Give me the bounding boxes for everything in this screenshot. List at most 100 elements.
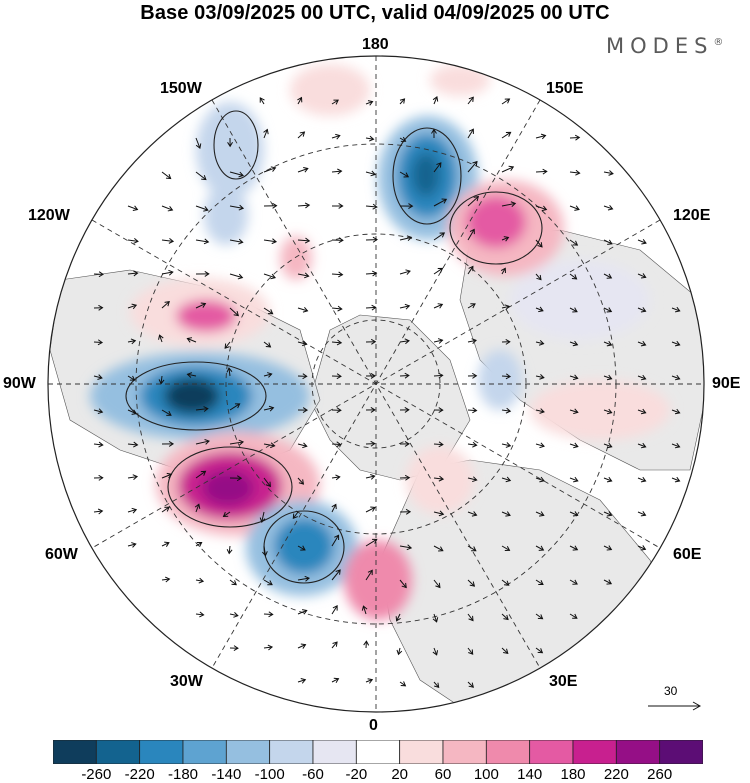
wind-vector-head [167,205,174,212]
lon-label-0: 0 [369,717,378,734]
wind-vector-head [132,205,139,211]
wind-vector-head [226,367,233,373]
wind-vector-head [302,307,309,313]
wind-vector [195,613,204,616]
colorbar-swatch [182,740,227,764]
wind-vector-head [505,442,512,448]
wind-vector [228,367,231,377]
colorbar-swatch [659,740,703,764]
wind-vector-head [572,307,578,313]
wind-vector [223,511,231,517]
wind-vector [331,641,338,649]
wind-vector [603,205,613,210]
wind-vector-head [332,605,338,611]
wind-vector [365,538,378,547]
wind-vector [535,545,544,551]
wind-vector [229,205,244,209]
wind-vector-head [270,442,276,449]
wind-vector-head [674,476,681,483]
wind-vector [433,477,444,480]
wind-vector [331,99,339,105]
wind-vector-head [470,303,476,309]
wind-vector [501,236,509,241]
wind-vector-head [399,98,406,104]
colorbar-tick-label: 60 [434,766,452,783]
wind-vector-head [674,306,681,313]
wind-vector [263,167,276,173]
wind-vector-head [304,202,311,209]
wind-vector-head [537,242,543,248]
wind-vector-head [97,339,104,346]
colorbar-tick-label: -140 [211,766,242,783]
wind-vector-head [224,343,230,349]
wind-vector [501,545,510,551]
wind-vector [365,306,376,309]
wind-vector-head [606,340,613,347]
wind-vector [331,307,342,310]
wind-vector-head [304,575,310,582]
wind-vector [637,341,646,346]
north-pacific-high-2 [430,64,490,96]
wind-vector [263,307,273,315]
wind-vector [229,403,240,411]
wind-vector [569,409,578,413]
wind-vector [399,681,406,687]
wind-vector [161,578,170,581]
wind-vector-head [166,410,172,416]
wind-vector [331,569,341,581]
wind-vector-head [641,239,647,245]
wind-vector-head [234,403,241,409]
wind-vector [331,605,338,615]
wind-vector-head [539,408,545,414]
wind-vector-head [674,408,681,415]
wind-vector [159,334,163,343]
wind-vector [671,375,680,380]
wind-vector [229,239,243,243]
wind-vector [127,409,137,415]
wind-vector-head [606,374,613,381]
registered-mark: ® [713,37,724,48]
wind-vector-head [186,372,193,378]
wind-vector [569,375,578,379]
wind-vector-head [267,309,274,315]
wind-vector [433,511,444,515]
wind-vector [228,545,231,554]
wind-vector [365,475,375,479]
wind-vector-head [199,611,205,618]
wind-vector [297,679,306,683]
wind-vector-head [302,373,308,380]
wind-vector-head [371,270,378,277]
wind-vector [399,305,410,309]
wind-vector [569,477,578,482]
wind-vector [603,409,612,414]
wind-vector-head [226,549,233,555]
wind-vector [127,304,137,309]
wind-vector-head [406,544,413,551]
wind-vector [637,545,646,550]
wind-vector-head [302,609,308,615]
wind-vector [127,272,138,275]
wind-vector [535,409,545,413]
wind-vector-head [259,97,265,103]
wind-vector-head [640,545,647,551]
contour-east-siberia [449,191,543,265]
wind-vector [331,504,337,513]
wind-vector [127,509,137,513]
wind-vector-head [640,442,647,449]
colorbar-swatch [225,740,271,764]
wind-vector [535,273,542,281]
colorbar-swatch [485,740,531,764]
wind-vector-head [238,204,245,211]
wind-vector [433,545,444,552]
wind-vector [365,679,373,683]
wind-vector-head [333,677,340,684]
lon-label-120e: 120E [673,207,711,224]
wind-vector-head [158,379,165,385]
wind-vector [467,681,474,688]
wind-vector-head [468,615,474,622]
wind-vector [195,137,201,149]
wind-vector [161,542,170,547]
wind-vector-head [168,238,175,244]
wind-vector-head [333,99,339,105]
wind-vector-head [473,195,480,202]
